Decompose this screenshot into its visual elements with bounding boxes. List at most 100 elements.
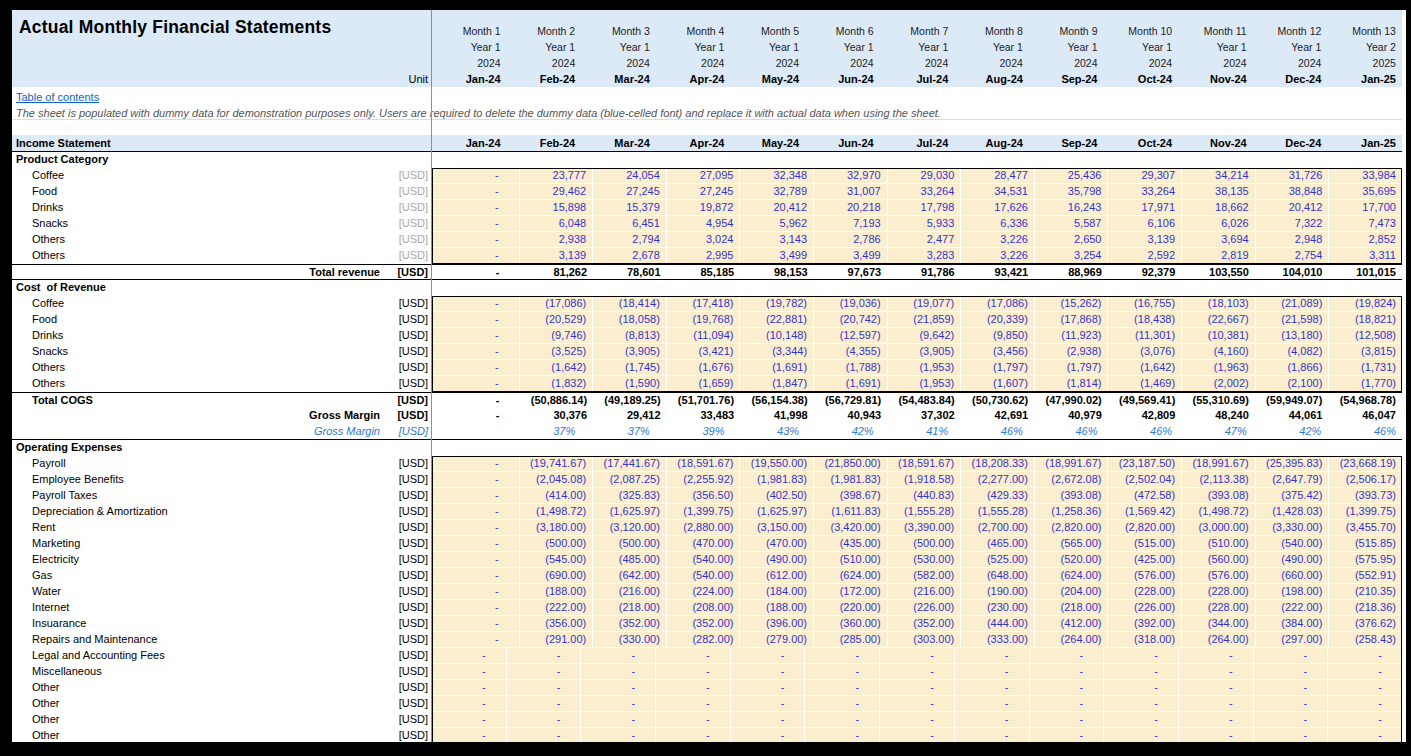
data-cell[interactable]: -	[432, 344, 520, 360]
data-cell[interactable]: (392.00)	[1108, 616, 1182, 632]
data-cell[interactable]: (18,591.67)	[667, 456, 741, 472]
data-cell[interactable]: (17,418)	[667, 296, 741, 312]
data-cell[interactable]: 7,193	[814, 216, 888, 232]
data-cell[interactable]: (412.00)	[1035, 616, 1109, 632]
data-cell[interactable]: 34,214	[1182, 168, 1256, 184]
data-cell[interactable]: (13,180)	[1256, 328, 1330, 344]
data-cell[interactable]: 3,283	[888, 248, 962, 264]
data-cell[interactable]: 3,311	[1329, 248, 1402, 264]
unit-cell[interactable]: [USD]	[388, 328, 432, 344]
data-cell[interactable]: -	[1179, 680, 1254, 696]
data-cell[interactable]: 40,979	[1034, 408, 1108, 424]
data-cell[interactable]: 46%	[1327, 424, 1402, 439]
data-cell[interactable]: (1,963)	[1182, 360, 1256, 376]
data-cell[interactable]: 27,095	[667, 168, 741, 184]
data-cell[interactable]: (520.00)	[1035, 552, 1109, 568]
data-cell[interactable]: (54,968.78)	[1328, 393, 1402, 408]
data-cell[interactable]: -	[955, 728, 1030, 744]
data-cell[interactable]: (393.08)	[1035, 488, 1109, 504]
data-cell[interactable]: 23,777	[520, 168, 594, 184]
data-cell[interactable]: (210.35)	[1329, 584, 1402, 600]
data-cell[interactable]: -	[1254, 680, 1329, 696]
data-cell[interactable]: (1,258.36)	[1035, 504, 1109, 520]
data-cell[interactable]: (414.00)	[520, 488, 594, 504]
data-cell[interactable]: (1,847)	[740, 376, 814, 392]
data-cell[interactable]: (352.00)	[667, 616, 741, 632]
data-cell[interactable]: 6,336	[961, 216, 1035, 232]
data-cell[interactable]: (1,659)	[667, 376, 741, 392]
month-header[interactable]: Month 13Year 22025Jan-25	[1327, 23, 1402, 87]
data-cell[interactable]: -	[955, 696, 1030, 712]
data-cell[interactable]: (279.00)	[740, 632, 814, 648]
data-cell[interactable]: (216.00)	[593, 584, 667, 600]
data-cell[interactable]: (297.00)	[1256, 632, 1330, 648]
data-cell[interactable]: (47,990.02)	[1034, 393, 1108, 408]
data-cell[interactable]: (17,868)	[1035, 312, 1109, 328]
data-cell[interactable]: 17,798	[888, 200, 962, 216]
data-cell[interactable]: 3,226	[961, 248, 1035, 264]
data-cell[interactable]: (12,597)	[814, 328, 888, 344]
data-cell[interactable]: (1,625.97)	[593, 504, 667, 520]
data-cell[interactable]: (3,180.00)	[520, 520, 594, 536]
data-cell[interactable]: 16,243	[1035, 200, 1109, 216]
data-cell[interactable]: (1,642)	[520, 360, 594, 376]
data-cell[interactable]: (576.00)	[1108, 568, 1182, 584]
row-label[interactable]: Product Category	[12, 152, 388, 168]
data-cell[interactable]: (582.00)	[888, 568, 962, 584]
data-cell[interactable]: (540.00)	[1256, 536, 1330, 552]
data-cell[interactable]: (333.00)	[961, 632, 1035, 648]
unit-cell[interactable]: [USD]	[388, 536, 432, 552]
data-cell[interactable]: (1,625.97)	[740, 504, 814, 520]
data-cell[interactable]: (485.00)	[593, 552, 667, 568]
data-cell[interactable]: (472.58)	[1108, 488, 1182, 504]
data-cell[interactable]: (1,770)	[1329, 376, 1402, 392]
data-cell[interactable]: (1,569.42)	[1108, 504, 1182, 520]
data-cell[interactable]: -	[432, 600, 520, 616]
unit-cell[interactable]: [USD]	[388, 504, 432, 520]
data-cell[interactable]: (224.00)	[667, 584, 741, 600]
data-cell[interactable]: (1,981.83)	[814, 472, 888, 488]
data-cell[interactable]: -	[581, 664, 656, 680]
row-label[interactable]: Operating Expenses	[12, 440, 388, 456]
data-cell[interactable]: (226.00)	[888, 600, 962, 616]
data-cell[interactable]: -	[432, 616, 520, 632]
data-cell[interactable]: -	[656, 712, 731, 728]
data-cell[interactable]: (21,089)	[1256, 296, 1330, 312]
unit-cell[interactable]: [USD]	[388, 712, 432, 728]
data-cell[interactable]: -	[880, 728, 955, 744]
data-cell[interactable]: (3,000.00)	[1182, 520, 1256, 536]
month-header[interactable]: Month 11Year 12024Nov-24	[1178, 23, 1253, 87]
data-cell[interactable]: 20,218	[814, 200, 888, 216]
data-cell[interactable]: 78,601	[593, 265, 667, 279]
data-cell[interactable]: (56,729.81)	[814, 393, 888, 408]
row-label[interactable]: Drinks	[12, 200, 388, 216]
unit-cell[interactable]: [USD]	[388, 296, 432, 312]
data-cell[interactable]: (172.00)	[814, 584, 888, 600]
data-cell[interactable]: -	[432, 680, 507, 696]
data-cell[interactable]: (10,148)	[740, 328, 814, 344]
data-cell[interactable]: -	[432, 632, 520, 648]
data-cell[interactable]: -	[731, 696, 806, 712]
data-cell[interactable]: (3,150.00)	[740, 520, 814, 536]
data-cell[interactable]: 38,135	[1182, 184, 1256, 200]
data-cell[interactable]: (344.00)	[1182, 616, 1256, 632]
data-cell[interactable]: -	[656, 648, 731, 664]
month-header[interactable]: Month 6Year 12024Jun-24	[805, 23, 880, 87]
unit-cell[interactable]: [USD]	[388, 456, 432, 472]
data-cell[interactable]: 103,550	[1181, 265, 1255, 279]
data-cell[interactable]: (18,058)	[593, 312, 667, 328]
data-cell[interactable]: 5,587	[1035, 216, 1109, 232]
data-cell[interactable]: -	[432, 312, 520, 328]
data-cell[interactable]: 15,898	[520, 200, 594, 216]
data-cell[interactable]: 19,872	[667, 200, 741, 216]
data-cell[interactable]: -	[1254, 728, 1329, 744]
data-cell[interactable]: (384.00)	[1256, 616, 1330, 632]
month-header[interactable]: Month 9Year 12024Sep-24	[1029, 23, 1104, 87]
data-cell[interactable]: (20,742)	[814, 312, 888, 328]
data-cell[interactable]: 31,007	[814, 184, 888, 200]
data-cell[interactable]: -	[432, 408, 520, 424]
data-cell[interactable]: 33,984	[1329, 168, 1402, 184]
data-cell[interactable]: (435.00)	[814, 536, 888, 552]
data-cell[interactable]: (1,745)	[593, 360, 667, 376]
data-cell[interactable]: 98,153	[740, 265, 814, 279]
